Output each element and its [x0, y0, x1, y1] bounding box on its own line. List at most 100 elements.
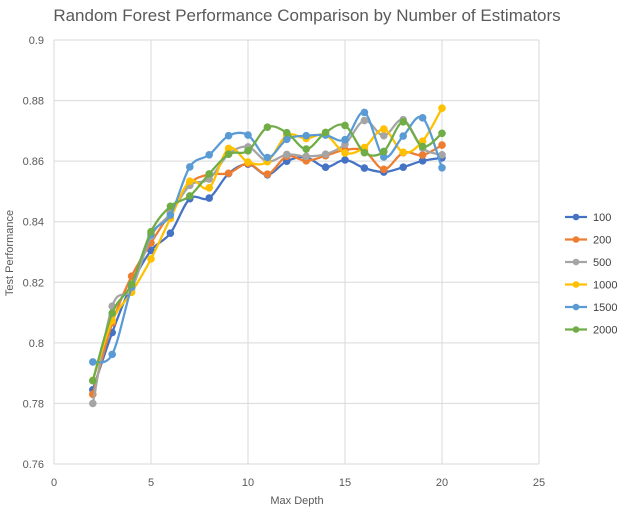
data-point [438, 104, 446, 112]
x-axis-title: Max Depth [270, 495, 323, 507]
data-point [166, 229, 175, 238]
legend-item-1500: 1500 [565, 302, 617, 314]
data-point [127, 280, 136, 288]
data-point [418, 142, 427, 151]
data-point [321, 163, 330, 171]
data-point [418, 151, 427, 159]
x-tick-label: 0 [51, 477, 57, 489]
data-point [263, 123, 272, 132]
data-point [283, 128, 291, 137]
data-point [321, 128, 330, 137]
data-point [302, 131, 311, 140]
data-point [283, 135, 291, 144]
series-1000 [89, 104, 446, 385]
legend-label: 2000 [593, 325, 617, 337]
data-point [147, 255, 155, 263]
legend-marker [572, 281, 580, 288]
data-point [302, 152, 311, 161]
legend-marker [572, 236, 580, 243]
y-tick-label: 0.84 [23, 217, 44, 229]
data-point [186, 177, 194, 185]
data-point [360, 148, 369, 157]
series-line-1500 [92, 111, 444, 364]
data-point [263, 170, 272, 178]
data-point [186, 163, 194, 171]
legend-marker [572, 303, 580, 311]
x-tick-label: 25 [533, 477, 545, 489]
series-layer [89, 104, 446, 408]
legend: 100 200 500 1000 1500 2000 [565, 212, 617, 337]
legend-marker [572, 326, 580, 333]
axes: 0.76 0.78 0.8 0.82 0.84 0.86 0.88 0.9 0 5 10 15 20 25 [23, 35, 546, 489]
data-point [360, 116, 369, 125]
data-point [341, 156, 349, 164]
data-point [438, 141, 446, 149]
y-tick-label: 0.76 [23, 459, 44, 471]
data-point [321, 150, 330, 158]
legend-label: 500 [593, 257, 611, 269]
y-tick-label: 0.86 [23, 156, 44, 168]
legend-item-1000: 1000 [565, 280, 617, 292]
data-point [89, 376, 97, 385]
series-200 [89, 141, 446, 399]
data-point [224, 131, 233, 140]
data-point [244, 131, 252, 139]
series-line-100 [91, 155, 443, 391]
chart-title: Random Forest Performance Comparison by … [53, 6, 560, 25]
data-point [89, 358, 97, 366]
data-point [205, 170, 213, 178]
data-point [108, 309, 116, 317]
data-point [380, 165, 388, 174]
legend-item-100: 100 [565, 212, 611, 224]
y-tick-label: 0.88 [23, 96, 44, 108]
data-point [186, 192, 194, 200]
legend-marker [572, 213, 580, 221]
data-point [399, 117, 408, 126]
data-point [438, 129, 446, 138]
data-point [244, 147, 252, 155]
series-1500 [89, 108, 446, 366]
y-tick-label: 0.82 [23, 277, 44, 289]
x-tick-label: 20 [436, 477, 448, 489]
data-point [224, 150, 233, 158]
data-point [302, 145, 311, 153]
series-2000 [89, 117, 446, 385]
data-point [438, 150, 446, 159]
data-point [205, 183, 213, 192]
x-tick-label: 10 [242, 477, 254, 489]
data-point [341, 121, 349, 130]
legend-marker [572, 258, 580, 266]
data-point [399, 132, 408, 140]
data-point [147, 227, 155, 236]
x-tick-label: 15 [339, 477, 351, 489]
data-point [224, 169, 233, 178]
data-point [380, 131, 388, 140]
data-point [205, 194, 213, 202]
data-point [166, 211, 175, 219]
legend-label: 1500 [593, 302, 617, 314]
legend-item-500: 500 [565, 257, 611, 269]
data-point [283, 150, 291, 159]
legend-item-200: 200 [565, 235, 611, 247]
y-tick-label: 0.9 [29, 35, 44, 47]
legend-label: 1000 [593, 280, 617, 292]
gridlines [53, 39, 540, 465]
data-point [380, 147, 388, 156]
x-tick-label: 5 [148, 477, 154, 489]
data-point [399, 148, 408, 157]
data-point [380, 125, 388, 133]
data-point [205, 150, 213, 159]
y-tick-label: 0.8 [29, 338, 44, 350]
data-point [438, 164, 446, 172]
data-point [341, 149, 349, 157]
data-point [399, 163, 408, 171]
data-point [166, 202, 175, 211]
y-axis-title: Test Performance [4, 210, 16, 296]
data-point [418, 114, 427, 122]
legend-item-2000: 2000 [565, 325, 617, 337]
legend-label: 100 [593, 212, 611, 224]
data-point [341, 135, 349, 144]
data-point [244, 158, 252, 166]
data-point [108, 350, 116, 359]
